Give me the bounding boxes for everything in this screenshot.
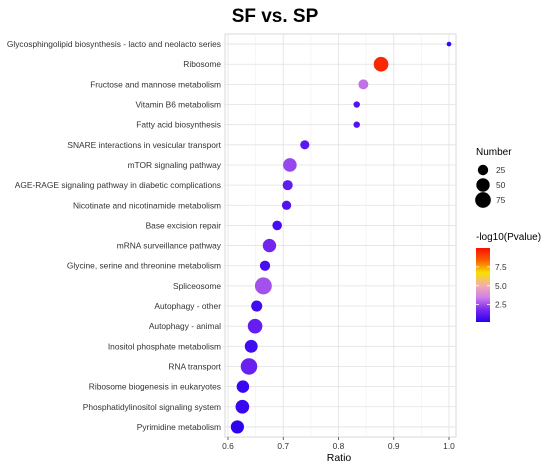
category-label: Base excision repair [146,220,222,230]
category-label: Glycine, serine and threonine metabolism [67,261,221,271]
data-point [235,399,250,414]
x-tick-label: 0.7 [277,441,289,451]
color-legend-bar [476,248,490,322]
data-point [240,358,258,375]
data-point [353,101,360,108]
data-point [272,220,282,231]
x-ticks: 0.6 0.7 0.8 0.9 1.0 [222,437,455,451]
category-label: Vitamin B6 metabolism [136,100,222,110]
x-tick-label: 0.6 [222,441,234,451]
data-point [300,140,310,150]
category-label: Ribosome [183,59,221,69]
data-point [358,79,369,90]
category-label: Autophagy - animal [149,321,221,331]
chart-title: SF vs. SP [232,6,319,27]
size-legend-label: 50 [496,180,506,190]
category-label: Spliceosome [173,281,221,291]
x-tick-label: 0.8 [333,441,345,451]
category-label: RNA transport [168,361,221,371]
category-label: mTOR signaling pathway [128,160,222,170]
data-points [230,41,452,434]
category-label: Phosphatidylinositol signaling system [83,402,221,412]
color-legend-title: -log10(Pvalue) [476,232,541,243]
data-point [247,318,263,334]
x-tick-label: 0.9 [388,441,400,451]
data-point [251,300,263,312]
data-point [259,260,271,271]
category-label: SNARE interactions in vesicular transpor… [67,140,221,150]
data-point [283,158,297,172]
category-label: Pyrimidine metabolism [137,422,221,432]
category-label: Autophagy - other [154,301,221,311]
category-label: Glycosphingolipid biosynthesis - lacto a… [7,39,221,49]
size-legend-key [476,178,490,192]
data-point [254,277,272,295]
data-point [446,41,452,47]
x-axis-title: Ratio [327,452,352,464]
category-label: Fructose and mannose metabolism [90,79,221,89]
data-point [353,121,360,128]
category-label: Ribosome biogenesis in eukaryotes [89,382,221,392]
size-legend-key [475,192,491,208]
category-label: Fatty acid biosynthesis [136,120,221,130]
category-label: AGE-RAGE signaling pathway in diabetic c… [15,180,221,190]
color-legend-label: 2.5 [495,300,507,310]
category-label: Inositol phosphate metabolism [108,341,221,351]
size-legend-key [477,164,489,176]
data-point [282,180,293,191]
data-point [373,56,389,72]
data-point [281,200,292,210]
x-tick-label: 1.0 [443,441,455,451]
plot-panel [224,33,457,438]
size-legend-label: 75 [496,195,506,205]
color-legend-label: 5.0 [495,281,507,291]
color-legend-label: 7.5 [495,262,507,272]
category-label: mRNA surveillance pathway [117,241,222,251]
data-point [236,380,250,393]
plot-grid [224,33,457,438]
color-legend: -log10(Pvalue) 2.5 5.0 7.5 [476,232,541,322]
data-point [230,420,244,434]
size-legend-title: Number [476,147,512,158]
data-point [262,238,277,253]
category-labels: Glycosphingolipid biosynthesis - lacto a… [7,39,222,432]
data-point [244,339,258,353]
category-label: Nicotinate and nicotinamide metabolism [73,200,221,210]
size-legend-label: 25 [496,165,506,175]
size-legend: Number 25 50 75 [475,147,512,208]
